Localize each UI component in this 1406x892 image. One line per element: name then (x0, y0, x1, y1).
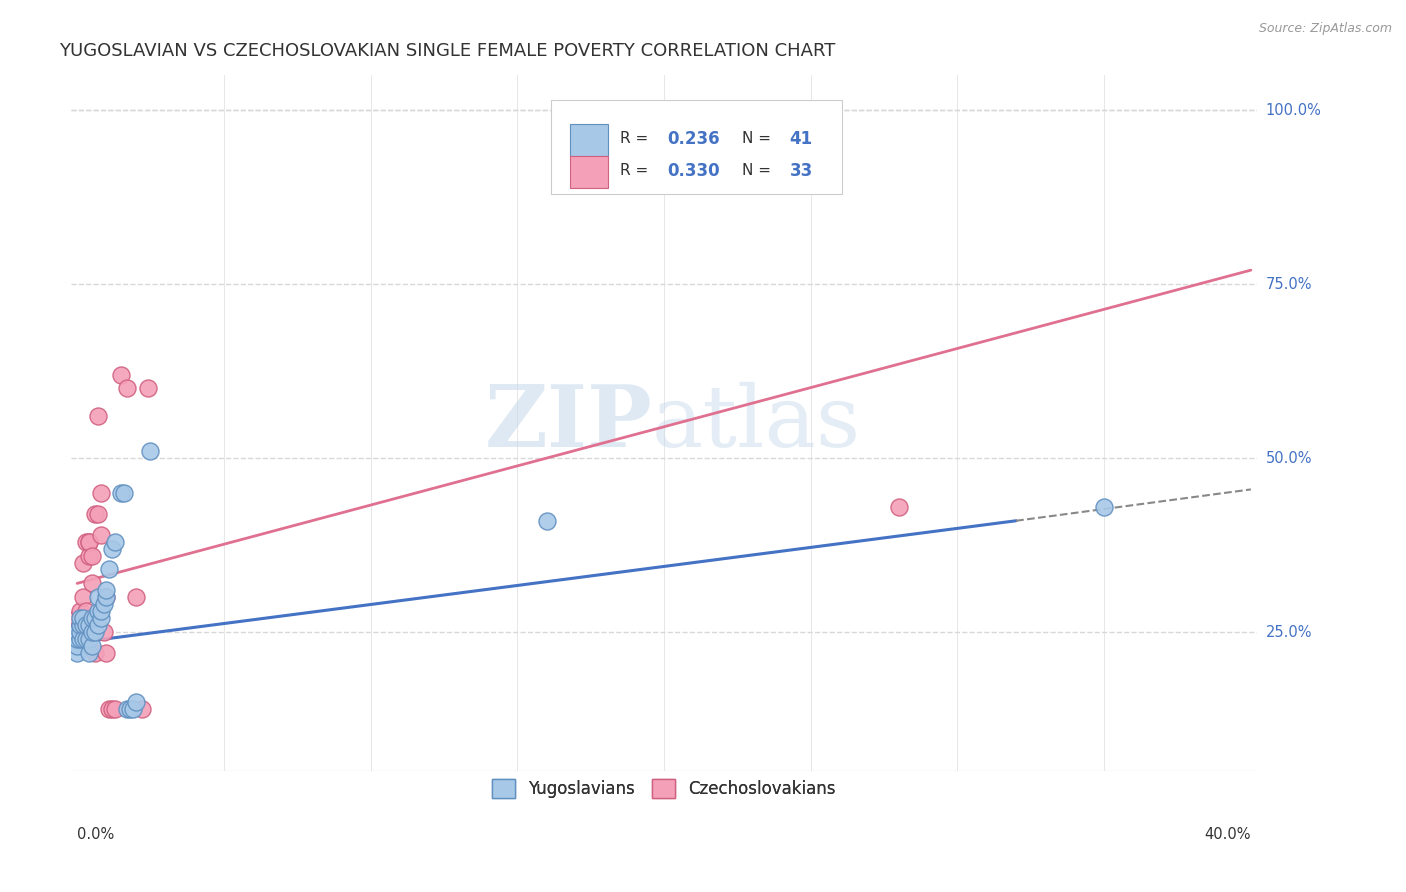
Point (136, 382, 159, 396)
Point (80, 639, 103, 653)
Point (125, 591, 148, 605)
Text: 33: 33 (790, 161, 813, 179)
Point (75, 632, 97, 646)
Point (536, 514, 558, 528)
FancyBboxPatch shape (551, 100, 842, 194)
Text: 0.0%: 0.0% (77, 827, 114, 842)
Point (86, 604, 108, 618)
Point (139, 444, 162, 458)
Point (72, 556, 94, 570)
Text: 50.0%: 50.0% (1265, 450, 1312, 466)
Text: atlas: atlas (652, 382, 862, 465)
Point (86, 618, 108, 632)
Point (104, 534, 127, 549)
Point (72, 618, 94, 632)
Point (80, 625, 103, 640)
Point (86, 507, 108, 521)
Point (66, 632, 89, 646)
Text: 40.0%: 40.0% (1205, 827, 1251, 842)
Point (96, 583, 118, 598)
FancyBboxPatch shape (571, 124, 609, 156)
Point (96, 646, 118, 660)
Point (90, 604, 112, 618)
Point (80, 549, 103, 563)
Legend: Yugoslavians, Czechoslovakians: Yugoslavians, Czechoslovakians (485, 772, 842, 805)
Point (75, 534, 97, 549)
Point (80, 576, 103, 591)
Point (93, 597, 115, 611)
Point (69, 618, 91, 632)
Point (69, 611, 91, 625)
Point (72, 611, 94, 625)
Point (83, 646, 105, 660)
Point (90, 527, 112, 541)
Point (80, 611, 103, 625)
Point (887, 500, 910, 514)
Point (69, 618, 91, 632)
Point (93, 625, 115, 640)
Text: N =: N = (742, 163, 776, 178)
Text: 100.0%: 100.0% (1265, 103, 1322, 118)
Text: R =: R = (620, 131, 654, 146)
Point (83, 625, 105, 640)
Point (83, 507, 105, 521)
Point (66, 646, 89, 660)
Text: YUGOSLAVIAN VS CZECHOSLOVAKIAN SINGLE FEMALE POVERTY CORRELATION CHART: YUGOSLAVIAN VS CZECHOSLOVAKIAN SINGLE FE… (59, 42, 835, 60)
Point (72, 591, 94, 605)
Point (66, 625, 89, 640)
Text: 25.0%: 25.0% (1265, 624, 1312, 640)
Point (96, 591, 118, 605)
Text: Source: ZipAtlas.com: Source: ZipAtlas.com (1258, 22, 1392, 36)
Point (77, 632, 100, 646)
Text: 41: 41 (790, 129, 813, 147)
Point (86, 591, 108, 605)
Point (77, 549, 100, 563)
Point (121, 702, 143, 716)
Point (101, 702, 124, 716)
Point (98, 702, 121, 716)
Point (69, 632, 91, 646)
Point (101, 541, 124, 556)
Point (1092, 500, 1115, 514)
Point (86, 409, 108, 424)
Point (72, 632, 94, 646)
Point (115, 382, 138, 396)
Point (66, 625, 89, 640)
Point (77, 534, 100, 549)
Point (66, 639, 89, 653)
Point (75, 604, 97, 618)
FancyBboxPatch shape (571, 156, 609, 188)
Point (110, 486, 132, 500)
Point (104, 702, 127, 716)
Point (112, 486, 135, 500)
Point (75, 618, 97, 632)
Point (77, 646, 100, 660)
Point (118, 702, 141, 716)
Point (77, 618, 100, 632)
Text: 75.0%: 75.0% (1265, 277, 1312, 292)
Point (115, 702, 138, 716)
Text: N =: N = (742, 131, 776, 146)
Point (83, 611, 105, 625)
Point (98, 562, 121, 576)
Point (96, 591, 118, 605)
Point (66, 611, 89, 625)
Point (90, 611, 112, 625)
Text: R =: R = (620, 163, 654, 178)
Point (69, 604, 91, 618)
Point (110, 368, 132, 382)
Point (131, 702, 153, 716)
Point (69, 625, 91, 640)
Point (90, 486, 112, 500)
Text: ZIP: ZIP (485, 381, 652, 466)
Text: 0.236: 0.236 (668, 129, 720, 147)
Point (72, 611, 94, 625)
Text: 0.330: 0.330 (668, 161, 720, 179)
Point (565, 124, 588, 138)
Point (125, 695, 148, 709)
Point (77, 534, 100, 549)
